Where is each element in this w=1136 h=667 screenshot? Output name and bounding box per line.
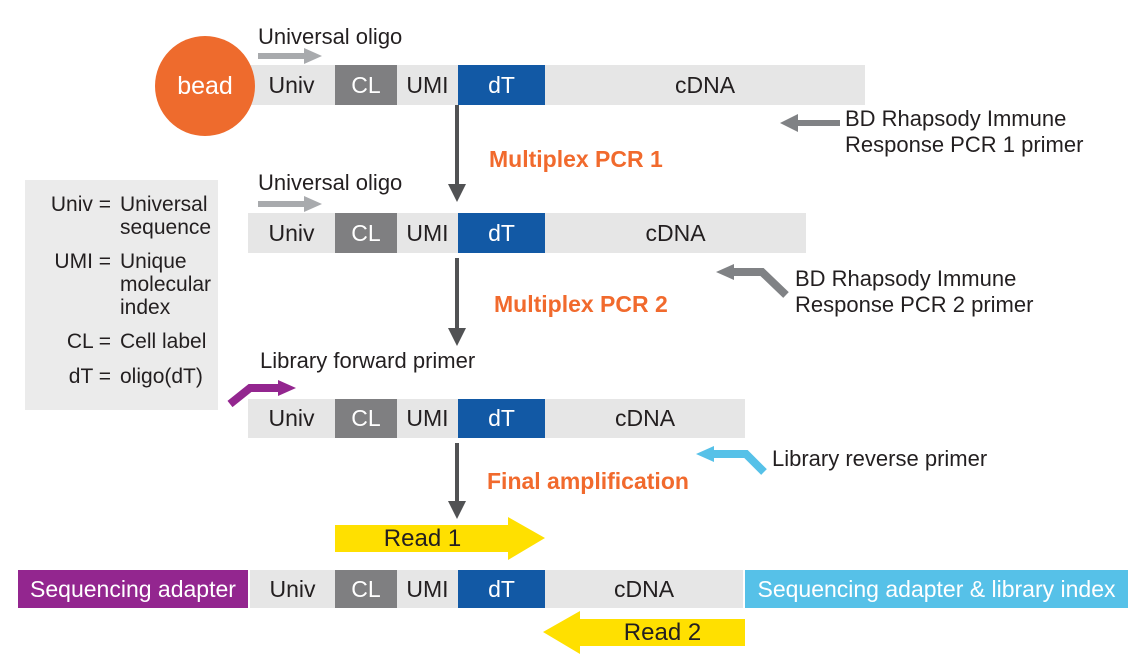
legend-abbr-dt: dT =: [68, 364, 111, 388]
read1-label: Read 1: [383, 524, 462, 552]
read1-arrow: Read 1: [335, 517, 545, 560]
bead-circle: bead: [155, 36, 255, 136]
universal-oligo-label-2: Universal oligo: [258, 170, 403, 195]
down-arrow-2-icon: [448, 258, 466, 346]
strand-4: Sequencing adapter Univ CL UMI dT cDNA S…: [18, 570, 1128, 608]
strand3-seg-univ: Univ: [248, 399, 335, 438]
strand3-seg-dt: dT: [458, 399, 545, 438]
down-arrow-3-icon: [448, 443, 466, 519]
universal-oligo-arrow-1-icon: [258, 48, 322, 64]
library-reverse-primer-label: Library reverse primer: [772, 446, 988, 471]
strand4-seg-dt: dT: [458, 570, 545, 608]
strand4-seg-adapter-right: Sequencing adapter & library index: [745, 570, 1128, 608]
legend-row-cl: CL = Cell label: [25, 330, 218, 353]
strand4-seg-umi: UMI: [397, 570, 458, 608]
bead-label: bead: [177, 71, 233, 100]
strand4-seg-adapter-left: Sequencing adapter: [18, 570, 248, 608]
legend-row-univ: Univ = Universal sequence: [25, 193, 218, 239]
strand3-seg-cl: CL: [335, 399, 397, 438]
library-forward-primer-label: Library forward primer: [260, 348, 476, 373]
legend-def-univ: Universal sequence: [120, 193, 212, 240]
strand1-seg-dt: dT: [458, 65, 545, 105]
strand2-seg-dt: dT: [458, 213, 545, 253]
strand3-seg-umi: UMI: [397, 399, 458, 438]
strand1-seg-cdna: cDNA: [545, 65, 865, 105]
step-multiplex-pcr-1: Multiplex PCR 1: [489, 146, 663, 172]
strand3-seg-cdna: cDNA: [545, 399, 745, 438]
pcr1-primer-label: BD Rhapsody Immune Response PCR 1 primer: [845, 106, 1084, 157]
strand1-seg-umi: UMI: [397, 65, 458, 105]
read1-arrow-icon: [335, 517, 545, 560]
read2-arrow-icon: [543, 611, 745, 654]
legend-def-dt: oligo(dT): [120, 364, 203, 388]
universal-oligo-label-1: Universal oligo: [258, 24, 403, 49]
legend-def-umi: Unique molecular index: [120, 250, 212, 320]
strand-1: Univ CL UMI dT cDNA: [248, 65, 865, 105]
strand1-seg-cl: CL: [335, 65, 397, 105]
strand-2: Univ CL UMI dT cDNA: [248, 213, 806, 253]
strand4-seg-univ: Univ: [250, 570, 335, 608]
legend-abbr-cl: CL =: [66, 330, 111, 354]
legend-box: Univ = Universal sequence UMI = Unique m…: [25, 180, 218, 410]
step-final-amplification: Final amplification: [487, 468, 689, 494]
library-forward-primer-arrow-icon: [227, 380, 296, 408]
legend-abbr-umi: UMI =: [54, 250, 111, 274]
read2-arrow: Read 2: [543, 611, 745, 654]
step-multiplex-pcr-2: Multiplex PCR 2: [494, 291, 668, 317]
read2-label: Read 2: [623, 618, 702, 646]
legend-def-cl: Cell label: [120, 330, 207, 354]
strand2-seg-umi: UMI: [397, 213, 458, 253]
strand-3: Univ CL UMI dT cDNA: [248, 399, 745, 438]
legend-abbr-univ: Univ =: [50, 193, 111, 216]
legend-row-umi: UMI = Unique molecular index: [25, 250, 218, 319]
strand2-seg-cl: CL: [335, 213, 397, 253]
strand1-seg-univ: Univ: [248, 65, 335, 105]
strand2-seg-univ: Univ: [248, 213, 335, 253]
down-arrow-1-icon: [448, 105, 466, 202]
pcr2-primer-label: BD Rhapsody Immune Response PCR 2 primer: [795, 266, 1034, 317]
library-reverse-primer-arrow-icon: [696, 446, 767, 475]
legend-row-dt: dT = oligo(dT): [25, 365, 218, 388]
pcr1-primer-arrow-icon: [780, 114, 840, 132]
universal-oligo-arrow-2-icon: [258, 196, 322, 212]
strand4-seg-cl: CL: [335, 570, 397, 608]
strand2-seg-cdna: cDNA: [545, 213, 806, 253]
strand4-seg-cdna: cDNA: [545, 570, 743, 608]
pcr2-primer-arrow-icon: [716, 264, 789, 298]
